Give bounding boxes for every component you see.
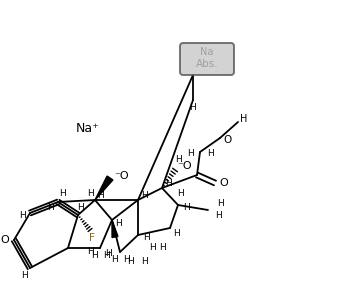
Text: H: H <box>116 218 122 227</box>
Text: F: F <box>89 233 95 243</box>
Text: Na⁺: Na⁺ <box>76 122 100 135</box>
Text: H: H <box>142 233 149 242</box>
Polygon shape <box>112 220 118 238</box>
Text: ⁻O: ⁻O <box>178 161 192 171</box>
Text: H: H <box>21 271 27 280</box>
Text: H: H <box>159 244 165 253</box>
Text: H: H <box>183 202 189 211</box>
Text: H: H <box>127 258 134 267</box>
Text: H: H <box>105 249 111 258</box>
Text: H: H <box>88 188 95 197</box>
Text: H: H <box>187 150 193 159</box>
Text: H: H <box>19 211 25 220</box>
Text: H: H <box>59 189 66 198</box>
Text: H: H <box>87 247 93 256</box>
Text: H: H <box>103 251 110 260</box>
Text: H: H <box>141 191 147 200</box>
Text: H: H <box>215 211 221 220</box>
Text: H: H <box>149 244 155 253</box>
FancyBboxPatch shape <box>180 43 234 75</box>
Text: H: H <box>240 114 248 124</box>
Text: H: H <box>48 202 54 211</box>
Text: H: H <box>190 104 197 113</box>
Text: H: H <box>92 251 98 260</box>
Text: O: O <box>219 178 228 188</box>
Text: O: O <box>224 135 232 145</box>
Text: H: H <box>173 229 179 238</box>
Text: H: H <box>175 155 182 164</box>
Text: H: H <box>207 150 213 159</box>
Text: H: H <box>124 255 130 264</box>
Text: H: H <box>77 202 83 211</box>
Text: H: H <box>178 188 184 197</box>
Text: Abs.: Abs. <box>196 59 218 69</box>
Text: ⁻O: ⁻O <box>115 171 129 181</box>
Text: H: H <box>217 200 223 209</box>
Text: H: H <box>98 191 105 200</box>
Text: O: O <box>1 235 9 245</box>
Text: H: H <box>112 255 118 264</box>
Text: H: H <box>141 258 147 267</box>
Polygon shape <box>95 176 113 200</box>
Text: Na: Na <box>200 47 214 57</box>
Text: H: H <box>165 179 171 188</box>
